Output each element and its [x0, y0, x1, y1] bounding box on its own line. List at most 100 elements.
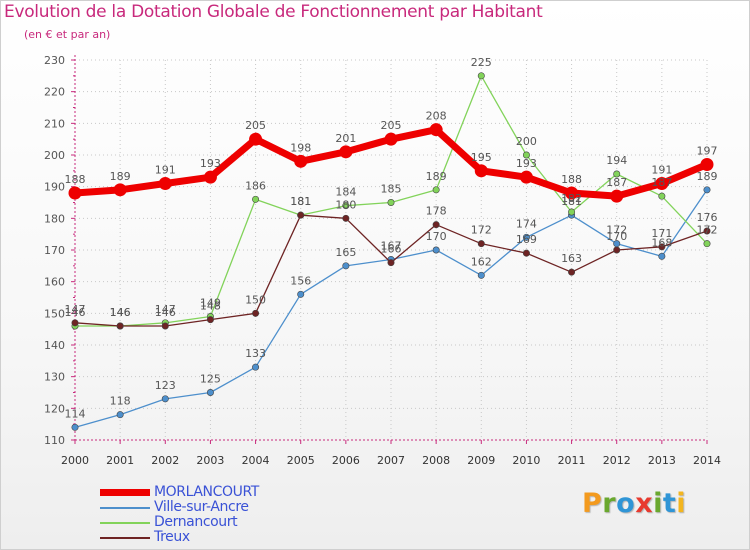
legend-swatch — [100, 507, 150, 509]
data-label: 205 — [381, 119, 402, 132]
data-label: 146 — [110, 306, 131, 319]
data-label: 163 — [561, 252, 582, 265]
data-label: 189 — [110, 170, 131, 183]
data-point — [387, 199, 395, 207]
data-label: 168 — [651, 236, 672, 249]
data-label: 123 — [155, 379, 176, 392]
data-label: 191 — [155, 164, 176, 177]
logo-letter: i — [653, 488, 663, 519]
data-point — [116, 411, 124, 419]
data-label: 150 — [245, 293, 266, 306]
data-point — [161, 395, 169, 403]
legend-swatch — [100, 489, 150, 496]
series-treux — [71, 211, 711, 330]
axes: 110 120 130 140 150 160 170 180 190 200 210 220 230 2… — [44, 54, 721, 467]
data-point — [297, 211, 305, 219]
data-label: 146 — [110, 306, 131, 319]
data-point — [252, 195, 260, 203]
data-label: 147 — [155, 303, 176, 316]
data-label: 193 — [516, 157, 537, 170]
chart-subtitle: (en € et par an) — [24, 28, 111, 41]
data-label: 118 — [110, 395, 131, 408]
data-point — [613, 246, 621, 254]
data-point — [249, 132, 263, 146]
x-tick-label: 2004 — [242, 454, 270, 467]
data-label: 167 — [381, 240, 402, 253]
x-tick-label: 2003 — [196, 454, 224, 467]
data-label: 188 — [65, 173, 86, 186]
x-tick-label: 2000 — [61, 454, 89, 467]
y-tick-label: 160 — [44, 276, 65, 289]
data-label: 174 — [516, 217, 537, 230]
data-label: 172 — [471, 224, 492, 237]
data-label: 146 — [155, 306, 176, 319]
data-label: 181 — [561, 195, 582, 208]
data-label: 184 — [335, 186, 356, 199]
data-label: 193 — [200, 157, 221, 170]
data-point — [71, 319, 79, 327]
data-label: 181 — [290, 195, 311, 208]
data-label: 178 — [426, 205, 447, 218]
data-label: 200 — [516, 135, 537, 148]
legend-swatch — [100, 537, 150, 539]
data-label: 185 — [381, 183, 402, 196]
data-point — [339, 145, 353, 159]
data-point — [568, 268, 576, 276]
data-label: 114 — [65, 407, 86, 420]
data-point — [477, 72, 485, 80]
data-point — [432, 246, 440, 254]
data-label: 169 — [516, 233, 537, 246]
data-point — [522, 151, 530, 159]
data-point — [158, 177, 172, 190]
x-tick-label: 2002 — [151, 454, 179, 467]
x-tick-label: 2005 — [287, 454, 315, 467]
data-point — [203, 170, 217, 184]
data-point — [703, 227, 711, 235]
data-point — [432, 221, 440, 229]
data-label: 148 — [200, 300, 221, 313]
data-point — [658, 252, 666, 260]
data-label: 147 — [65, 303, 86, 316]
data-label: 166 — [381, 243, 402, 256]
data-point — [384, 132, 398, 146]
y-tick-label: 130 — [44, 371, 65, 384]
data-point — [658, 243, 666, 251]
data-point — [610, 189, 624, 203]
y-tick-label: 190 — [44, 181, 65, 194]
x-tick-label: 2010 — [512, 454, 540, 467]
data-point — [161, 322, 169, 330]
proxiti-logo: Proxiti — [582, 488, 686, 519]
x-tick-label: 2007 — [377, 454, 405, 467]
x-tick-label: 2008 — [422, 454, 450, 467]
data-label: 187 — [651, 176, 672, 189]
y-tick-label: 150 — [44, 307, 65, 320]
data-label: 198 — [290, 141, 311, 154]
data-point — [565, 186, 579, 200]
data-point — [474, 164, 488, 178]
data-point — [432, 186, 440, 194]
data-label: 172 — [697, 224, 718, 237]
data-label: 189 — [426, 170, 447, 183]
data-point — [252, 363, 260, 371]
data-point — [297, 290, 305, 298]
data-point — [206, 388, 214, 396]
logo-letter: o — [616, 488, 636, 519]
data-label: 165 — [335, 246, 356, 259]
y-tick-label: 220 — [44, 86, 65, 99]
data-label: 194 — [606, 154, 627, 167]
data-point — [522, 249, 530, 257]
gridlines — [74, 59, 708, 441]
data-label: 191 — [651, 164, 672, 177]
data-label: 195 — [471, 151, 492, 164]
y-tick-label: 120 — [44, 402, 65, 415]
data-label: 156 — [290, 274, 311, 287]
data-point — [703, 186, 711, 194]
legend-label: Treux — [154, 529, 190, 545]
legend-label: Dernancourt — [154, 514, 238, 530]
logo-letter: x — [635, 488, 654, 519]
x-tick-label: 2012 — [603, 454, 631, 467]
data-point — [477, 271, 485, 279]
data-point — [703, 240, 711, 248]
